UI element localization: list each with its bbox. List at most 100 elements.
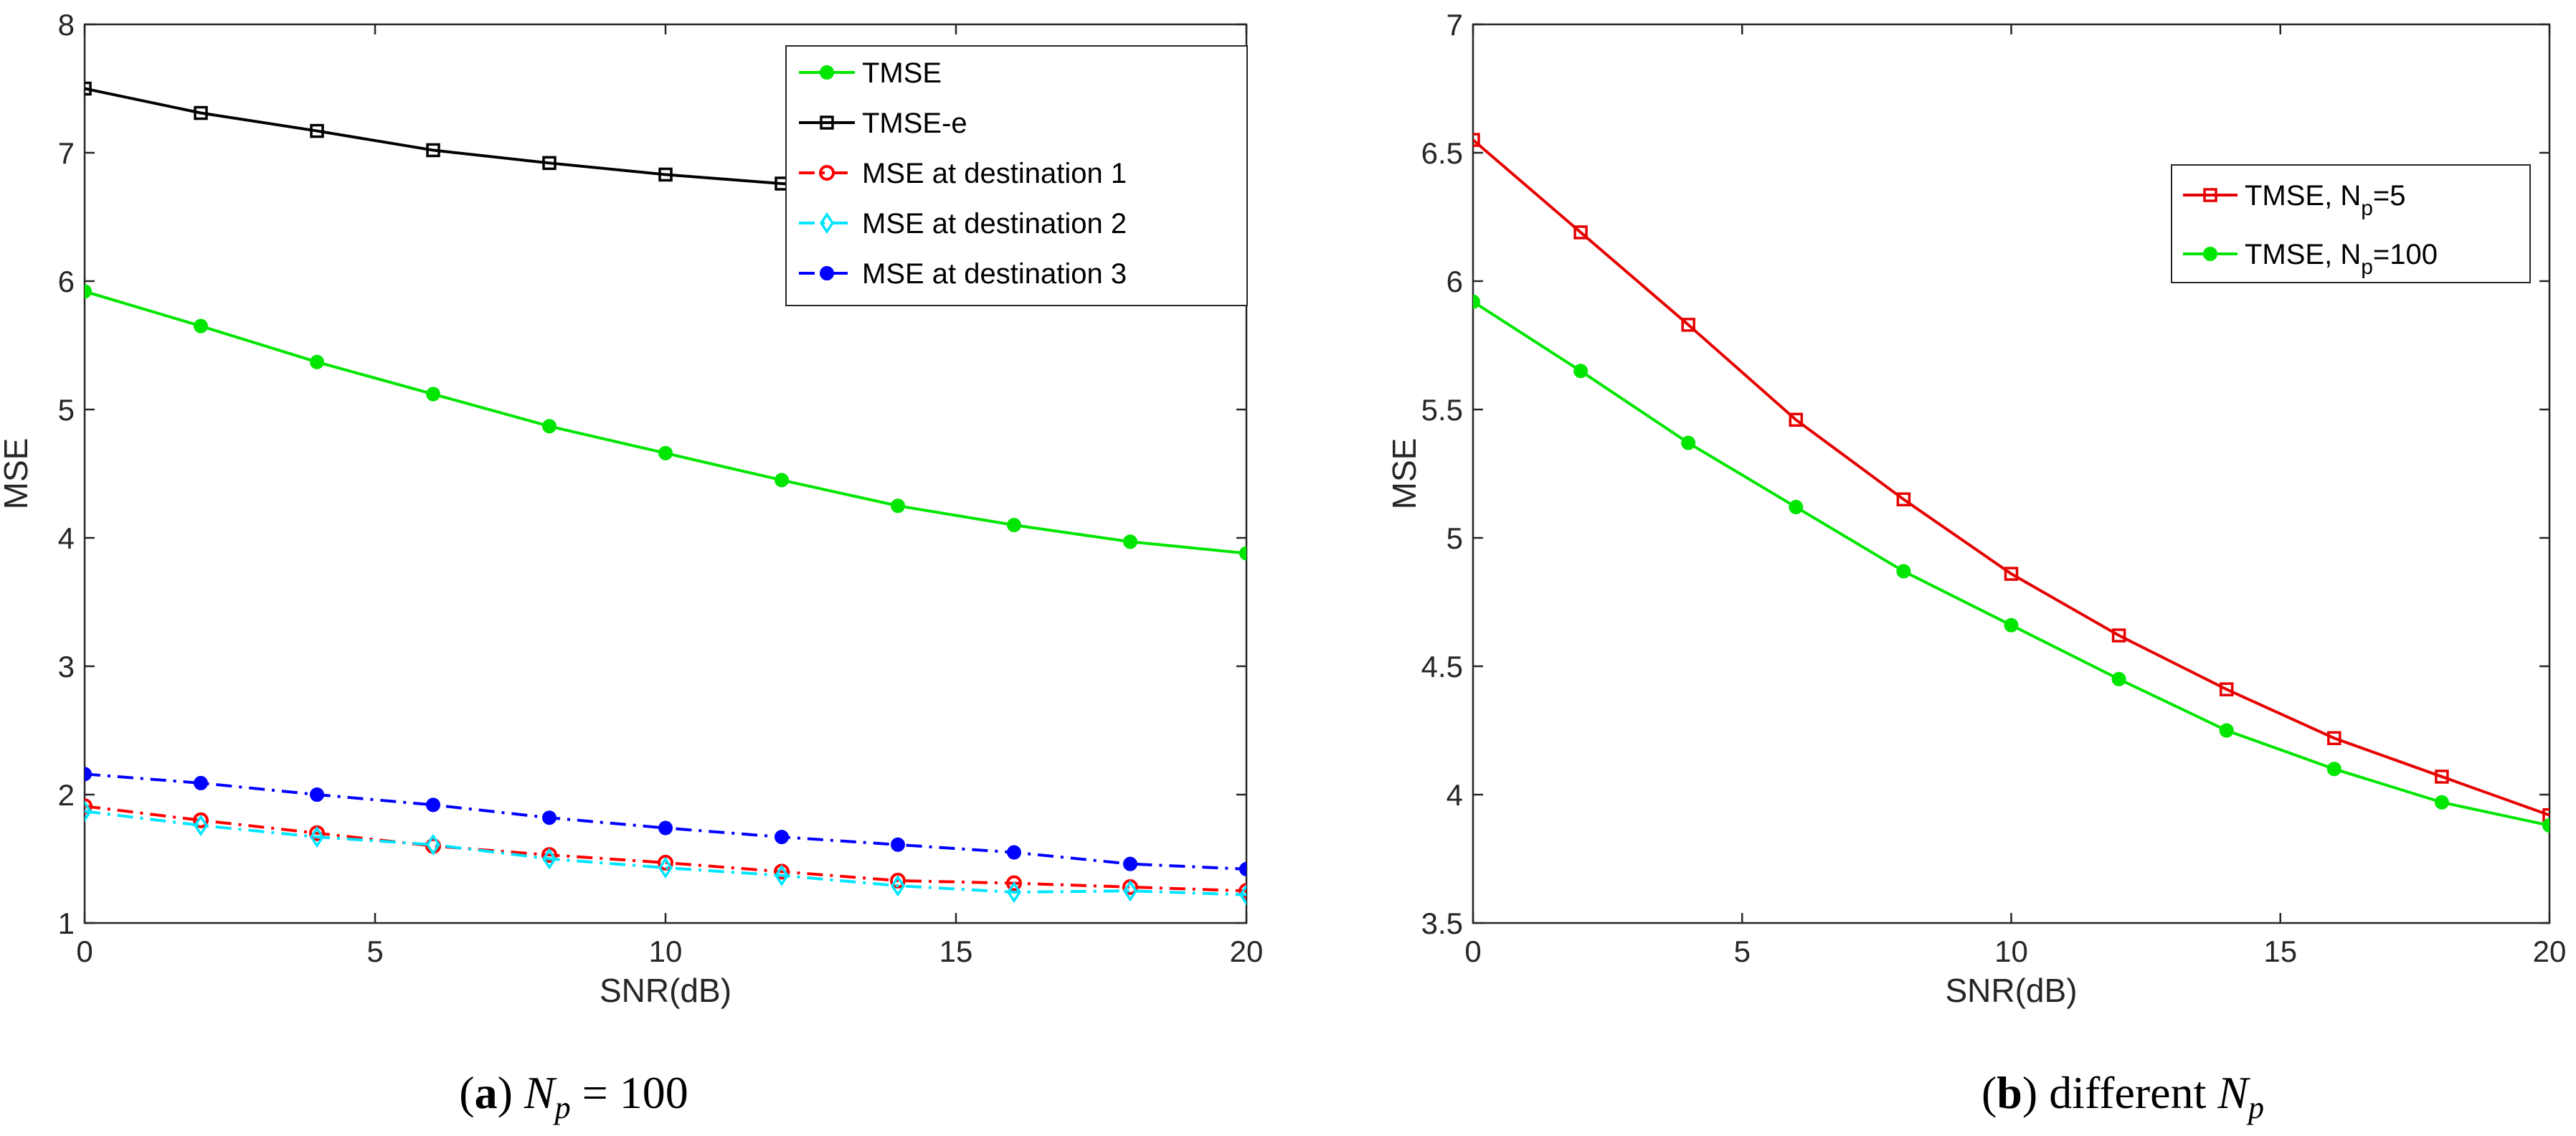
panel-b-xtick-label: 0 — [1464, 934, 1481, 968]
panel-a-ytick-label: 6 — [58, 265, 75, 298]
panel-a-series-3-point — [85, 800, 93, 823]
panel-b-ytick-label: 4.5 — [1421, 650, 1463, 683]
panel-a-series-1-point — [194, 105, 208, 120]
panel-a-caption: (a) Np = 100 — [459, 1067, 688, 1125]
panel-a-series-4-point — [85, 767, 92, 782]
caption-symbol: N — [524, 1067, 557, 1118]
panel-a-ytick-label: 1 — [58, 907, 75, 940]
panel-a-legend-entry: TMSE — [862, 57, 942, 89]
panel-b-series-1-point — [1473, 294, 1480, 309]
panel-a-ytick-label: 5 — [58, 393, 75, 427]
panel-b-legend-marker — [2203, 188, 2217, 202]
panel-a-legend-entry: TMSE-e — [862, 108, 967, 139]
panel-b-xtick-label: 5 — [1734, 934, 1751, 968]
panel-a-series-0-point — [194, 318, 208, 333]
panel-b-legend-box — [2171, 164, 2531, 283]
legend-text-suffix: =5 — [2373, 180, 2406, 212]
panel-b-series-0-point — [1896, 492, 1911, 507]
panel-b-series-0-point — [2435, 770, 2449, 784]
panel-b-x-axis-label: SNR(dB) — [1945, 972, 2077, 1009]
panel-a-series-2-point — [1239, 883, 1246, 899]
panel-b-series-1 — [1473, 294, 2549, 833]
panel-a-series-4 — [85, 767, 1246, 876]
panel-a-series-4-point — [194, 775, 208, 790]
caption-value: = 100 — [571, 1067, 688, 1118]
panel-a-series-3-point — [309, 825, 325, 848]
panel-a-series-1-point — [426, 143, 440, 158]
panel-b-ytick-label: 5.5 — [1421, 393, 1463, 427]
panel-b-caption: (b) different Np — [1981, 1067, 2264, 1125]
panel-a-series-0-point — [85, 284, 92, 299]
panel-b-y-axis-label: MSE — [1386, 438, 1423, 510]
panel-b-ytick-label: 5 — [1446, 521, 1463, 555]
panel-a-series-0-point — [1123, 534, 1137, 549]
panel-b-ytick-label: 4 — [1446, 778, 1463, 812]
panel-a-series-line-4 — [85, 772, 1246, 871]
panel-a-series-3-point — [890, 874, 906, 897]
panel-a-x-axis-label: SNR(dB) — [600, 972, 731, 1009]
panel-a-ytick-label: 4 — [58, 521, 75, 555]
panel-a-series-0-point — [658, 445, 673, 460]
caption-label: b — [1997, 1067, 2022, 1118]
legend-text-main: TMSE, N — [2245, 180, 2361, 212]
panel-a-series-2-point — [193, 812, 209, 828]
panel-b-series-0-point — [1573, 225, 1588, 240]
panel-a-xtick-label: 10 — [649, 934, 683, 968]
panel-b-xtick-label: 20 — [2533, 934, 2567, 968]
panel-a-xtick-label: 0 — [76, 934, 93, 968]
panel-a-series-1-point — [542, 156, 557, 171]
panel-a-ytick-label: 7 — [58, 136, 75, 170]
panel-a-series-3-point — [193, 814, 209, 837]
panel-a-legend-marker — [820, 266, 834, 280]
panel-a-series-4-point — [658, 820, 673, 836]
panel-b-series-1-point — [2434, 795, 2449, 810]
panel-b-series-line-1 — [1473, 300, 2549, 827]
panel-b-legend-entry: TMSE, Np=100 — [2245, 239, 2438, 279]
panel-a-legend-entry: MSE at destination 2 — [862, 208, 1127, 240]
panel-a-series-0-point — [891, 498, 905, 513]
panel-a-series-4-point — [426, 797, 440, 813]
panel-b-series-1-point — [1681, 435, 1696, 450]
panel-a-series-4-point — [891, 837, 905, 852]
panel-a-legend-entry: MSE at destination 1 — [862, 158, 1127, 189]
panel-a-series-1-point — [85, 81, 92, 96]
panel-a-series-0-point — [1239, 546, 1246, 561]
panel-b-series-1-point — [2219, 723, 2234, 738]
panel-b-ytick-label: 7 — [1446, 8, 1463, 42]
panel-b-series-0-point — [2111, 628, 2126, 643]
panel-b-series-1-point — [1789, 500, 1804, 515]
legend-text-suffix: =100 — [2373, 239, 2438, 270]
panel-a-series-3-point — [425, 833, 441, 856]
panel-a-series-3-point — [658, 856, 673, 879]
panel-b-xtick-label: 15 — [2263, 934, 2297, 968]
panel-a-y-axis-label: MSE — [0, 438, 34, 510]
panel-a-series-1-point — [658, 167, 673, 182]
panel-a-series-2-point — [85, 798, 93, 815]
panel-a-series-0-point — [775, 473, 789, 488]
panel-a-series-1-point — [310, 123, 324, 138]
panel-a-series-4-point — [1007, 845, 1021, 860]
panel-a-ytick-label: 2 — [58, 778, 75, 812]
panel-a-legend-marker — [819, 165, 835, 181]
panel-a-xtick-label: 20 — [1230, 934, 1264, 968]
chart-panel-a: 0 5 10 15 20 1 2 3 4 5 6 7 8 SNR(dB) MSE TMSE TMSE-e MSE … — [0, 8, 1263, 1125]
panel-b-series-0-point — [2542, 808, 2549, 823]
panel-a-legend: TMSE TMSE-e MSE at destination 1 MSE at des… — [785, 45, 1248, 306]
panel-b-plot-frame — [1472, 23, 2551, 924]
legend-text-main: TMSE, N — [2245, 239, 2361, 270]
panel-a-series-4-point — [1123, 856, 1137, 871]
panel-b-series-0-point — [2219, 682, 2234, 696]
panel-b-series-0-point — [2004, 567, 2019, 581]
panel-a-series-2 — [85, 798, 1246, 899]
panel-a-series-2-point — [1006, 875, 1022, 891]
panel-b-series-0-point — [1473, 133, 1480, 147]
panel-b-series-0 — [1473, 133, 2549, 823]
panel-a-legend-marker — [820, 65, 834, 80]
legend-text-subscript: p — [2361, 197, 2373, 220]
panel-a-series-3-point — [541, 848, 557, 870]
panel-b-legend: TMSE, Np=5 TMSE, Np=100 — [2171, 164, 2531, 283]
panel-b-series-1-point — [2004, 617, 2019, 633]
panel-a-xtick-label: 5 — [366, 934, 383, 968]
panel-a-series-4-point — [1239, 861, 1246, 876]
